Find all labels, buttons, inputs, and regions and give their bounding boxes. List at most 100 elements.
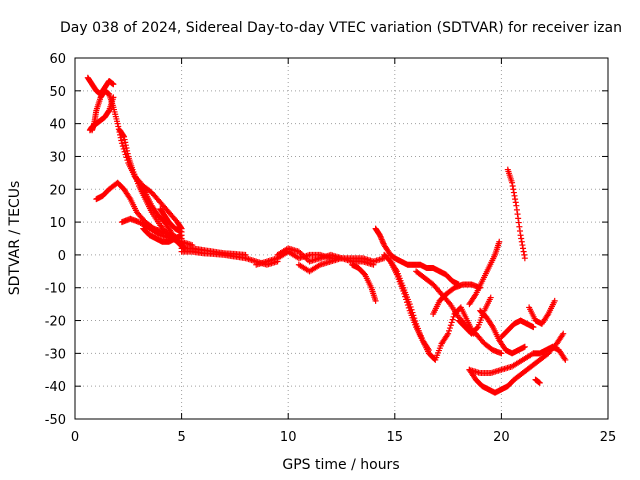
y-tick-label: 50 (49, 85, 66, 100)
data-point (446, 325, 453, 332)
data-point (520, 245, 527, 252)
y-tick-label: 10 (49, 216, 66, 231)
data-point (118, 137, 125, 144)
data-point (518, 235, 525, 242)
data-point (520, 248, 527, 255)
data-point (118, 140, 125, 147)
y-tick-label: -10 (45, 282, 66, 297)
y-tick-label: 40 (49, 118, 66, 133)
series-arc-22 (455, 294, 494, 337)
x-tick-label: 20 (493, 430, 510, 445)
chart-title: Day 038 of 2024, Sidereal Day-to-day VTE… (60, 20, 622, 36)
series-arc-13 (274, 245, 388, 265)
data-point (122, 139, 129, 146)
data-point (372, 297, 379, 304)
y-tick-label: 60 (49, 52, 66, 67)
series-arc-26 (466, 350, 537, 377)
y-tick-label: 0 (58, 249, 66, 264)
data-point (402, 293, 409, 300)
data-point (512, 199, 519, 206)
data-point (519, 242, 526, 249)
data-point (474, 325, 481, 332)
data-point (517, 232, 524, 239)
data-point (115, 123, 122, 130)
series-arc-16 (372, 225, 462, 288)
data-point (114, 120, 121, 127)
y-tick-label: -20 (45, 315, 66, 330)
series-arc-15 (349, 261, 379, 304)
data-point (242, 251, 249, 258)
data-point (512, 196, 519, 203)
data-point (403, 296, 410, 303)
data-point (521, 255, 528, 262)
data-point (498, 350, 505, 357)
data-point (120, 145, 127, 152)
grid-lines (75, 58, 608, 419)
y-tick-label: -40 (45, 380, 66, 395)
series-arc-21 (438, 304, 477, 347)
plot-frame (74, 57, 609, 420)
data-point (513, 202, 520, 209)
data-point (404, 302, 411, 309)
y-tick-label: 30 (49, 150, 66, 165)
data-marks (84, 74, 569, 396)
series-arc-03 (86, 94, 117, 134)
data-point (120, 132, 127, 139)
data-point (447, 322, 454, 329)
x-tick-label: 15 (387, 430, 404, 445)
series-arc-23 (466, 238, 503, 308)
data-point (511, 192, 518, 199)
series-arc-28 (498, 317, 537, 340)
axis-ticks (74, 57, 609, 420)
data-point (448, 319, 455, 326)
data-point (446, 327, 453, 334)
data-point (123, 145, 130, 152)
series-arc-09 (157, 205, 185, 235)
data-point (445, 330, 452, 337)
data-point (403, 299, 410, 306)
data-point (400, 288, 407, 295)
data-point (105, 108, 112, 115)
series-arc-24 (477, 307, 528, 357)
data-point (405, 304, 412, 311)
data-point (124, 147, 131, 154)
series-arc-18 (387, 258, 432, 354)
x-axis-label: GPS time / hours (282, 457, 399, 473)
data-point (515, 215, 522, 222)
data-point (562, 356, 569, 363)
x-tick-label: 25 (600, 430, 617, 445)
data-point (560, 330, 567, 337)
series-arc-31 (532, 376, 543, 386)
x-tick-label: 10 (280, 430, 297, 445)
series-arc-30 (530, 343, 569, 363)
y-tick-label: -50 (45, 413, 66, 428)
data-point (514, 211, 521, 218)
y-tick-label: 20 (49, 183, 66, 198)
series-arc-08 (140, 225, 185, 245)
data-point (121, 133, 128, 140)
data-point (425, 347, 432, 354)
series-arc-27 (504, 166, 528, 262)
data-point (521, 343, 528, 350)
data-point (178, 228, 185, 235)
data-point (509, 179, 516, 186)
y-tick-labels: -50 -40 -30 -20 -10 0 10 20 30 40 50 60 (45, 52, 66, 428)
data-point (521, 251, 528, 258)
data-point (449, 316, 456, 323)
data-point (510, 189, 517, 196)
data-point (110, 94, 117, 101)
data-point (536, 379, 543, 386)
data-point (487, 294, 494, 301)
data-point (551, 297, 558, 304)
data-point (513, 206, 520, 213)
data-point (122, 142, 129, 149)
series-arc-11 (178, 245, 249, 258)
x-tick-label: 5 (177, 430, 185, 445)
data-point (338, 255, 345, 262)
series-arc-29 (526, 297, 558, 327)
data-point (110, 81, 117, 88)
data-point (496, 238, 503, 245)
data-point (518, 238, 525, 245)
x-tick-label: 0 (71, 430, 79, 445)
